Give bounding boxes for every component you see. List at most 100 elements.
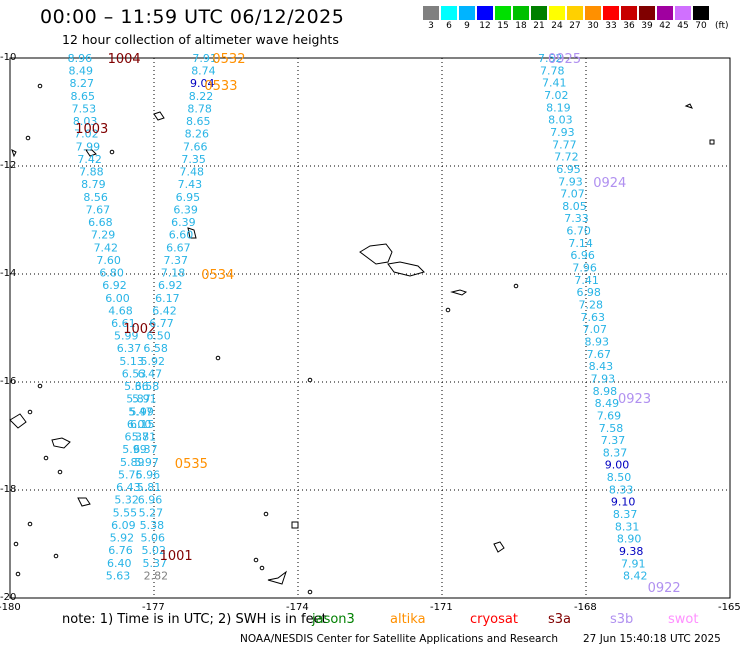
wave-height-value: 4.68 [108,304,133,317]
wave-height-value: 7.66 [183,140,208,153]
legend-swatch [657,6,673,20]
legend-swatch [567,6,583,20]
legend-swatch [585,6,601,20]
wave-height-value: 7.93 [550,126,575,139]
island-outline [291,521,299,529]
legend-label: 24 [551,21,563,31]
wave-height-value: 5.87 [126,393,150,406]
wave-height-value: 5.63 [106,569,131,582]
legend-swatch [549,6,565,20]
legend-label: 15 [497,21,509,31]
island-outline [267,570,287,585]
wave-height-value: 6.98 [576,286,601,299]
island-outline [51,437,71,449]
wave-height-value: 5.47 [128,405,153,418]
wave-height-value: 8.03 [73,115,98,128]
wave-height-value: 6.95 [556,163,581,176]
wave-height-value: 6.58 [135,380,160,393]
wave-height-value: 6.42 [152,304,177,317]
islet-dot [307,589,313,595]
wave-height-value: 5.96 [136,468,161,481]
legend-swatch [477,6,493,20]
wave-height-value: 6.09 [111,519,136,532]
map-title: 00:00 – 11:59 UTC 06/12/2025 [40,6,345,28]
wave-height-value: 5.92 [140,355,165,368]
wave-height-value: 6.68 [88,216,113,229]
wave-height-value: 7.72 [554,151,579,164]
wave-height-value: 7.69 [597,409,622,422]
legend-label: 42 [659,21,671,31]
wave-height-value: 8.19 [546,101,571,114]
wave-height-value: 5.27 [139,506,164,519]
islet-dot [215,355,221,361]
islet-dot [307,377,313,383]
wave-height-value: 6.00 [105,292,129,305]
wave-height-value: 6.00 [127,418,152,431]
island-outline [9,413,27,429]
wave-height-value: 6.17 [155,292,180,305]
wave-height-value: 6.92 [158,279,183,292]
wave-height-value: 9.38 [619,545,644,558]
wave-height-value: 6.37 [133,443,158,456]
wave-height-value: 5.89 [120,456,145,469]
wave-height-value: 7.37 [164,254,189,267]
pass-time-label: 0535 [175,457,208,472]
wave-height-value: 8.98 [593,385,618,398]
island-outline [11,149,17,158]
pass-time-label: 0533 [204,79,237,94]
wave-height-value: 5.99 [129,405,154,418]
island-outline [684,103,693,109]
legend-label: 18 [515,21,527,31]
credit-line: NOAA/NESDIS Center for Satellite Applica… [240,633,558,645]
wave-height-value: 5.36 [124,380,149,393]
wave-height-value: 6.40 [107,557,131,570]
legend-swatch [693,6,709,20]
islet-dot [53,553,59,559]
islet-dot [27,521,33,527]
wave-height-value: 7.41 [574,274,599,287]
gridlines [10,58,730,598]
x-tick-label: -174 [286,602,309,613]
x-tick-label: -177 [142,602,165,613]
wave-height-value: 7.02 [544,89,569,102]
wave-height-value: 7.67 [86,203,111,216]
wave-height-value: 9.00 [605,459,630,472]
wave-height-value: 6.95 [176,191,201,204]
wave-height-value: 5.32 [114,494,139,507]
wave-height-value: 7.29 [91,229,116,242]
wave-height-value: 7.88 [79,166,104,179]
wave-height-value: 8.43 [589,360,614,373]
legend-swatch [441,6,457,20]
islet-dot [253,557,259,563]
wave-height-value: 8.42 [623,570,648,583]
wave-height-value: 6.58 [143,342,168,355]
wave-height-value: 8.26 [185,128,210,141]
track-labels: 8.968.498.278.657.538.037.027.997.427.88… [68,52,681,596]
wave-height-value: 8.79 [81,178,106,191]
wave-height-value: 6.70 [566,225,591,238]
island-outline [359,243,393,265]
wave-height-value: 8.96 [68,52,93,65]
legend-label: 33 [605,21,617,31]
wave-height-value: 5.99 [122,443,146,456]
wave-height-value: 6.77 [149,317,174,330]
islet-dot [445,307,451,313]
island-outline [85,149,97,157]
wave-height-value: 5.81 [137,481,162,494]
satellite-name: cryosat [470,612,518,627]
wave-height-value: 6.15 [130,418,155,431]
wave-height-value: 5.55 [113,506,138,519]
satellite-name: altika [390,612,426,627]
legend-swatch [675,6,691,20]
wave-height-value: 7.43 [178,178,203,191]
wave-height-value: 8.37 [603,446,628,459]
wave-height-value: 7.53 [72,102,97,115]
wave-height-value: 7.91 [621,557,646,570]
y-tick-label: -12 [0,160,17,171]
wave-height-value: 8.27 [69,77,94,90]
legend-label: 45 [677,21,689,31]
wave-height-value: 7.78 [540,64,565,77]
legend-label: 27 [569,21,581,31]
wave-height-value: 6.37 [117,342,142,355]
